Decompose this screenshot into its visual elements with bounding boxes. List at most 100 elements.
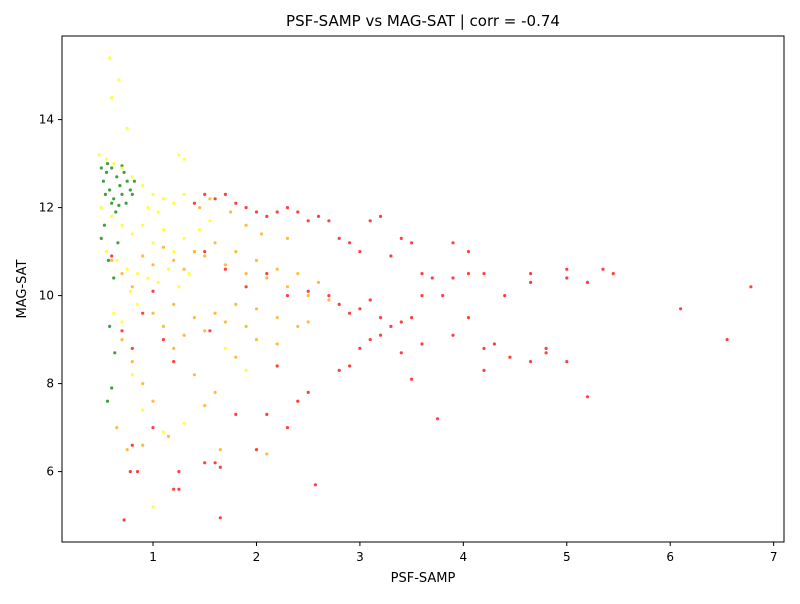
- data-point: [151, 241, 155, 245]
- data-point: [234, 412, 238, 416]
- data-point: [182, 157, 186, 161]
- data-point: [725, 338, 729, 342]
- data-point: [565, 267, 569, 271]
- data-point: [108, 324, 112, 328]
- data-point: [128, 289, 132, 293]
- data-point: [102, 223, 106, 227]
- data-point: [115, 426, 119, 430]
- data-point: [117, 203, 121, 207]
- data-point: [130, 175, 134, 179]
- data-point: [151, 263, 155, 267]
- data-point: [182, 333, 186, 337]
- data-point: [192, 201, 196, 205]
- data-point: [208, 197, 212, 201]
- x-tick-label: 5: [563, 550, 571, 564]
- data-point: [141, 408, 145, 412]
- data-point: [368, 219, 372, 223]
- data-point: [275, 267, 279, 271]
- data-point: [120, 338, 124, 342]
- data-point: [122, 518, 126, 522]
- x-tick-label: 1: [149, 550, 157, 564]
- data-point: [229, 210, 233, 214]
- data-point: [306, 294, 310, 298]
- data-point: [110, 214, 114, 218]
- data-point: [466, 250, 471, 254]
- data-point: [141, 184, 145, 188]
- data-point: [135, 272, 140, 276]
- data-point: [296, 324, 300, 328]
- y-tick-label: 8: [46, 377, 54, 391]
- data-point: [213, 390, 217, 394]
- data-point: [285, 294, 290, 298]
- data-point: [114, 210, 118, 214]
- x-axis-label: PSF-SAMP: [391, 571, 456, 586]
- data-point: [104, 170, 109, 174]
- data-point: [161, 245, 165, 249]
- data-point: [451, 276, 455, 280]
- data-point: [358, 307, 362, 311]
- data-point: [110, 258, 114, 262]
- data-point: [141, 382, 145, 386]
- data-point: [296, 399, 300, 403]
- data-point: [151, 289, 155, 293]
- data-point: [161, 228, 165, 232]
- data-point: [128, 470, 132, 474]
- plot-frame: [61, 35, 785, 543]
- data-point: [358, 346, 362, 350]
- x-tick-label: 4: [460, 550, 468, 564]
- x-tick-label: 6: [666, 550, 674, 564]
- data-point: [198, 206, 202, 210]
- data-point: [368, 338, 372, 342]
- data-point: [141, 443, 145, 447]
- data-point: [110, 254, 114, 258]
- data-point: [529, 272, 533, 276]
- data-point: [125, 448, 129, 452]
- data-point: [492, 342, 496, 346]
- data-point: [172, 258, 176, 262]
- data-point: [101, 179, 105, 183]
- data-point: [146, 206, 150, 210]
- data-point: [172, 487, 176, 491]
- data-point: [337, 236, 341, 240]
- data-point: [208, 329, 212, 333]
- data-point: [585, 280, 590, 284]
- data-point: [399, 351, 403, 355]
- data-point: [296, 272, 300, 276]
- data-point: [234, 302, 238, 306]
- data-point: [130, 285, 134, 289]
- data-point: [466, 272, 471, 276]
- data-point: [117, 78, 121, 82]
- data-point: [110, 96, 114, 100]
- data-point: [112, 162, 116, 166]
- data-point: [141, 254, 145, 258]
- data-point: [99, 166, 103, 170]
- data-point: [337, 368, 341, 372]
- data-point: [99, 206, 103, 210]
- data-point: [296, 210, 300, 214]
- data-point: [172, 201, 176, 205]
- data-point: [275, 316, 279, 320]
- data-point: [348, 241, 352, 245]
- data-point: [223, 192, 227, 196]
- data-point: [441, 294, 445, 298]
- data-point: [389, 324, 393, 328]
- data-point: [327, 298, 331, 302]
- data-point: [112, 197, 116, 201]
- data-point: [110, 201, 114, 205]
- data-point: [166, 434, 171, 438]
- data-point: [124, 201, 128, 205]
- data-point: [192, 316, 196, 320]
- data-point: [218, 516, 222, 520]
- data-point: [285, 206, 290, 210]
- data-point: [223, 346, 227, 350]
- data-point: [679, 307, 683, 311]
- data-point: [601, 267, 605, 271]
- data-point: [120, 166, 124, 170]
- data-point: [192, 250, 196, 254]
- data-point: [187, 272, 191, 276]
- data-point: [313, 483, 317, 487]
- data-point: [379, 316, 383, 320]
- data-point: [103, 192, 107, 196]
- data-point: [203, 250, 207, 254]
- data-point: [208, 219, 212, 223]
